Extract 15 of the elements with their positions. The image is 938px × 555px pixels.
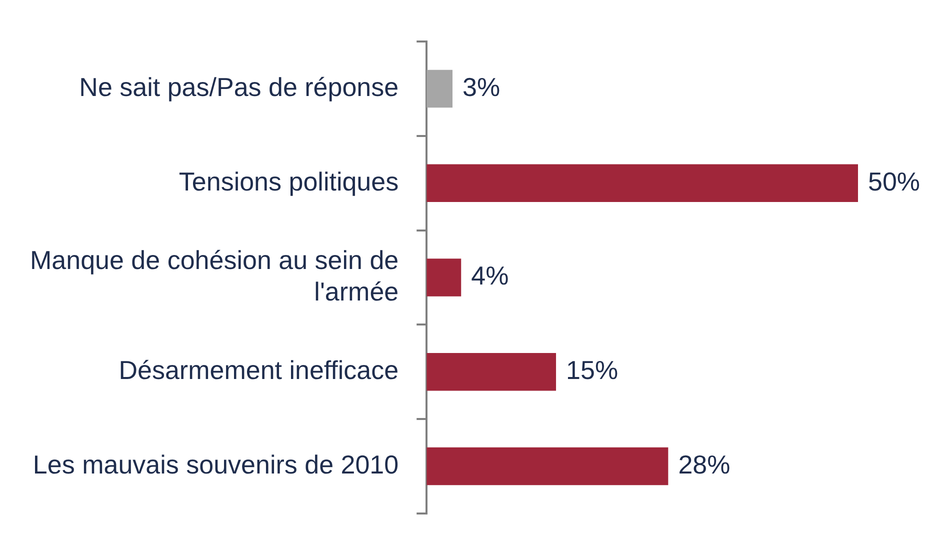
y-tick-label: Tensions politiques (178, 166, 399, 196)
bar (426, 258, 462, 296)
y-tick-label: Désarmement inefficace (118, 355, 399, 386)
data-label: 15% (566, 355, 618, 386)
y-tick-label: Les mauvais souvenirs de 2010 (32, 449, 399, 480)
y-tick-label: Manque de cohésion au sein de l'armée (30, 245, 399, 306)
data-label: 50% (868, 166, 920, 196)
y-tick-label: Ne sait pas/Pas de réponse (79, 72, 399, 102)
bar (426, 352, 556, 391)
bar (426, 70, 452, 108)
data-label: 4% (471, 260, 509, 291)
data-label: 3% (462, 72, 500, 102)
bar (426, 164, 858, 202)
bar (426, 447, 668, 486)
data-label: 28% (678, 449, 730, 480)
